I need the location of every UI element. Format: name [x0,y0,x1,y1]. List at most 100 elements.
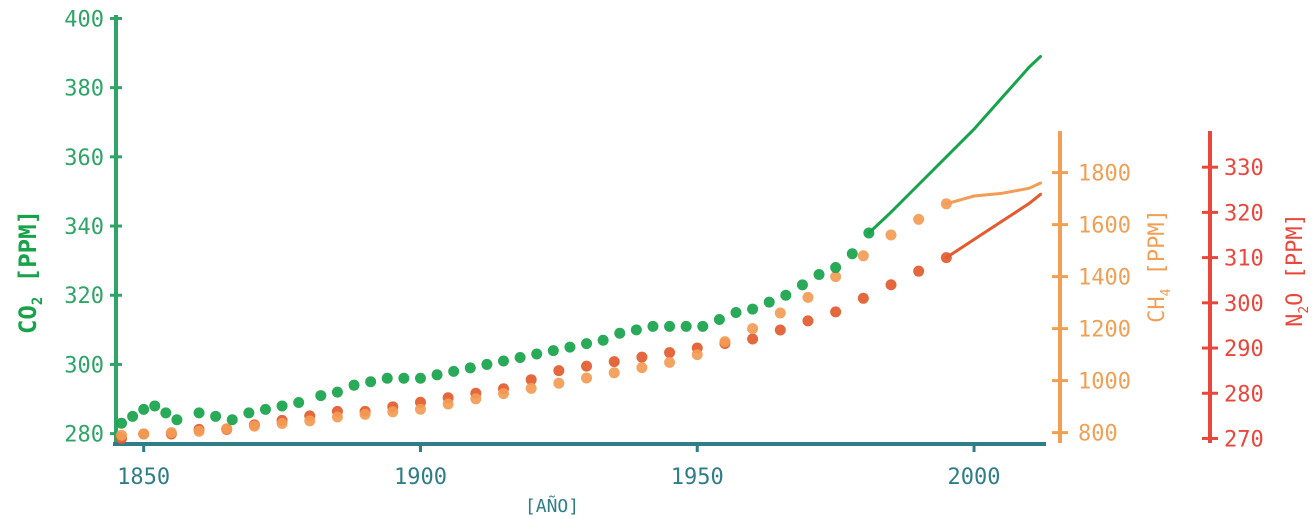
co2-data-point [431,369,443,381]
co2-data-point [747,303,759,315]
n2o-data-point [830,306,842,318]
year-axis-ticks: 1850 1900 1950 2000 [117,444,1001,490]
co2-data-point [647,320,659,332]
n2o-data-point [885,279,897,291]
n2o-axis-title-main: N [1283,314,1308,327]
co2-trend-line [867,55,1042,235]
co2-tick-label: 300 [64,353,104,378]
ch4-data-point [470,393,482,405]
ch4-data-point [387,406,399,418]
co2-data-point [547,345,559,357]
co2-data-point [813,268,825,280]
ch4-data-point [414,403,426,415]
co2-data-point [365,376,377,388]
co2-data-point [597,334,609,346]
ch4-data-point [221,423,233,435]
co2-data-point [448,365,460,377]
n2o-data-point [802,315,814,327]
ch4-axis-title-sub: 4 [1159,288,1174,296]
n2o-data-point [553,365,565,377]
series-layer [116,55,1042,444]
ch4-trend-line [944,181,1042,206]
co2-data-point [226,414,238,426]
n2o-axis-title-unit: O [PPM] [1283,213,1308,306]
ch4-data-point [608,367,620,379]
ch4-axis-title: CH4 [PPM] [1145,209,1174,323]
co2-series [116,55,1042,429]
year-tick-label: 2000 [948,465,1001,490]
n2o-trend-line [944,192,1042,260]
ch4-data-point [276,418,288,429]
ch4-data-point [691,349,703,361]
year-tick-label: 1950 [671,465,724,490]
n2o-data-point [747,333,759,345]
co2-data-point [498,355,509,367]
ch4-data-point [553,377,565,389]
n2o-axis-ticks: 270 280 290 300 310 320 330 [1202,156,1264,452]
ch4-data-point [165,427,177,439]
co2-data-point [730,307,742,319]
ch4-data-point [193,425,205,437]
co2-data-point [481,358,493,370]
n2o-axis-title-sub: 2 [1297,306,1312,314]
ch4-data-point [747,323,759,335]
co2-data-point [259,403,271,415]
co2-tick-label: 320 [64,284,104,309]
co2-data-point [531,348,543,360]
ch4-data-point [802,291,814,303]
ch4-data-point [719,336,731,348]
co2-data-point [763,296,775,308]
co2-data-point [138,403,150,415]
co2-data-point [780,289,792,301]
co2-data-point [293,396,305,408]
n2o-data-point [857,292,869,304]
ch4-data-point [913,213,925,225]
year-tick-label: 1850 [117,465,170,490]
ch4-tick-label: 1600 [1078,214,1131,239]
co2-data-point [414,372,426,384]
ch4-axis-title-main: CH [1145,296,1170,323]
n2o-data-point [913,265,925,277]
co2-data-point [116,417,128,429]
co2-data-point [796,279,808,291]
n2o-data-point [525,374,537,386]
co2-tick-label: 380 [64,77,104,102]
co2-data-point [276,400,288,412]
co2-data-point [160,407,172,419]
co2-data-point [149,400,161,412]
n2o-tick-label: 330 [1224,156,1264,181]
ch4-data-point [525,382,537,394]
co2-tick-label: 280 [64,423,104,448]
co2-data-point [614,327,626,339]
co2-data-point [171,414,183,426]
n2o-data-point [636,351,648,363]
ch4-tick-label: 1400 [1078,266,1131,291]
ch4-data-point [664,356,676,368]
n2o-tick-label: 290 [1224,337,1264,362]
co2-data-point [331,386,343,398]
co2-data-point [680,320,692,332]
co2-data-point [464,362,476,374]
co2-data-point [193,407,205,419]
n2o-tick-label: 280 [1224,382,1264,407]
ch4-data-point [138,428,150,440]
ch4-data-point [304,415,316,427]
co2-tick-label: 400 [64,7,104,32]
co2-data-point [581,338,593,350]
n2o-tick-label: 270 [1224,427,1264,452]
co2-tick-label: 360 [64,146,104,171]
ch4-tick-label: 800 [1078,422,1118,447]
ch4-data-point [885,229,897,241]
ch4-data-point [498,388,509,400]
ch4-data-point [636,362,648,374]
co2-tick-label: 340 [64,215,104,240]
ch4-series [116,181,1042,441]
co2-data-point [697,320,709,332]
n2o-tick-label: 300 [1224,292,1264,317]
ch4-data-point [830,271,842,283]
co2-data-point [564,341,576,353]
co2-data-point [381,372,393,384]
ch4-data-point [581,372,593,384]
x-axis-title: [AÑO] [525,495,579,517]
